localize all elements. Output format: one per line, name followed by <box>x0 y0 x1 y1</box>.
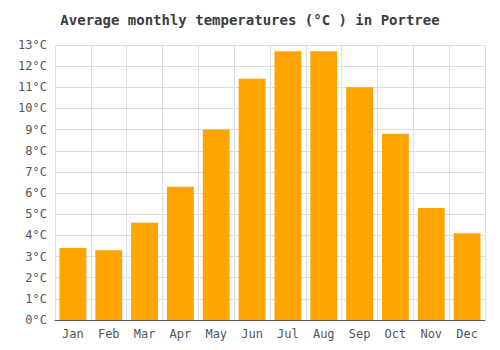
svg-text:Jul: Jul <box>277 327 299 341</box>
svg-text:10°C: 10°C <box>18 101 47 115</box>
svg-text:4°C: 4°C <box>25 228 47 242</box>
svg-text:Apr: Apr <box>170 327 192 341</box>
svg-text:Jun: Jun <box>241 327 263 341</box>
svg-text:Dec: Dec <box>456 327 478 341</box>
svg-text:Oct: Oct <box>385 327 407 341</box>
svg-text:8°C: 8°C <box>25 144 47 158</box>
svg-text:Sep: Sep <box>349 327 371 341</box>
svg-text:7°C: 7°C <box>25 165 47 179</box>
svg-text:Aug: Aug <box>313 327 335 341</box>
svg-text:2°C: 2°C <box>25 271 47 285</box>
svg-text:5°C: 5°C <box>25 207 47 221</box>
svg-text:0°C: 0°C <box>25 313 47 327</box>
svg-text:12°C: 12°C <box>18 59 47 73</box>
svg-text:1°C: 1°C <box>25 292 47 306</box>
svg-text:May: May <box>205 327 227 341</box>
svg-text:Nov: Nov <box>420 327 442 341</box>
svg-text:11°C: 11°C <box>18 80 47 94</box>
svg-text:13°C: 13°C <box>18 38 47 52</box>
svg-text:Mar: Mar <box>134 327 156 341</box>
svg-text:Average monthly temperatures (: Average monthly temperatures (°C ) in Po… <box>60 12 439 28</box>
svg-text:Feb: Feb <box>98 327 120 341</box>
svg-text:Jan: Jan <box>62 327 84 341</box>
svg-text:6°C: 6°C <box>25 186 47 200</box>
svg-text:9°C: 9°C <box>25 123 47 137</box>
svg-text:3°C: 3°C <box>25 250 47 264</box>
